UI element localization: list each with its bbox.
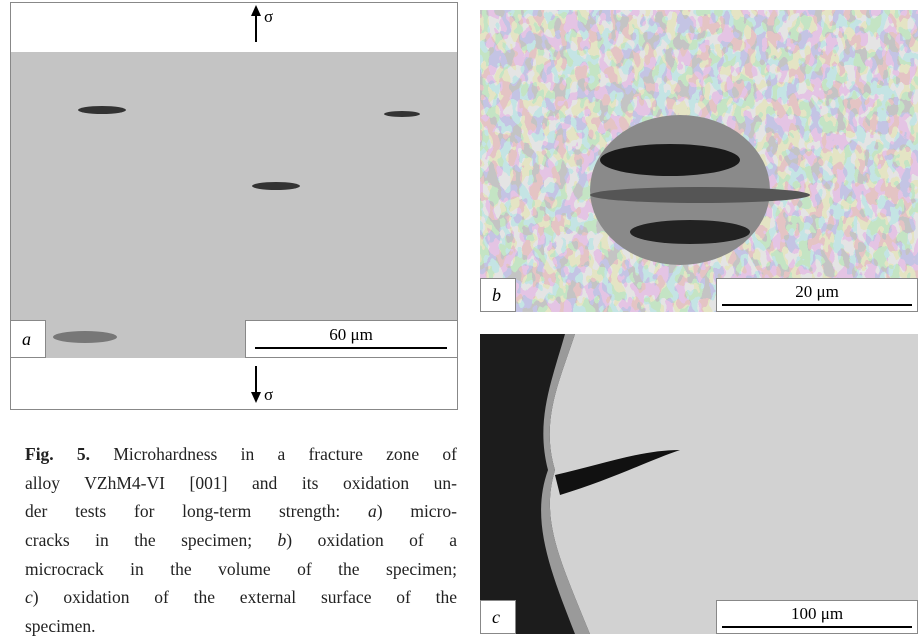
caption-text: alloy VZhM4-VI [001] and its oxidation u… [25, 473, 457, 493]
caption-text: cracks in the specimen; [25, 530, 278, 550]
micrograph-a-texture [11, 52, 457, 358]
caption-text: specimen. [25, 616, 95, 636]
caption-line: Fig. 5. Microhardness in a fracture zone… [25, 440, 457, 469]
caption-text: der tests for long-term strength: [25, 501, 368, 521]
caption-text: ) micro- [377, 501, 457, 521]
caption-text: microcrack in the volume of the specimen… [25, 559, 457, 579]
panel-label: a [22, 329, 31, 349]
caption-text: ) oxidation of a [286, 530, 457, 550]
caption-line: cracks in the specimen; b) oxidation of … [25, 526, 457, 555]
scale-label: 60 μm [329, 325, 373, 344]
panel-label: b [492, 285, 501, 305]
caption-text: ) oxidation of the external surface of t… [33, 587, 457, 607]
caption-line: c) oxidation of the external surface of … [25, 583, 457, 612]
caption: Fig. 5. Microhardness in a fracture zone… [25, 440, 457, 641]
caption-label: Fig. 5. [25, 444, 90, 464]
panel-label: c [492, 607, 500, 627]
caption-line: der tests for long-term strength: a) mic… [25, 497, 457, 526]
caption-line: alloy VZhM4-VI [001] and its oxidation u… [25, 469, 457, 498]
caption-line: microcrack in the volume of the specimen… [25, 555, 457, 584]
caption-text: c [25, 587, 33, 607]
caption-text: a [368, 501, 377, 521]
caption-line: specimen. [25, 612, 457, 641]
caption-text: Microhardness in a fracture zone of [113, 444, 457, 464]
scale-label: 20 μm [795, 282, 839, 301]
caption-text: b [278, 530, 287, 550]
sigma-bottom: σ [264, 385, 273, 404]
page: σ σ a 60 μm b 20 μm c 100 μm Fig. 5. Mic… [0, 0, 918, 634]
scale-label: 100 μm [791, 604, 843, 623]
sigma-top: σ [264, 7, 273, 26]
